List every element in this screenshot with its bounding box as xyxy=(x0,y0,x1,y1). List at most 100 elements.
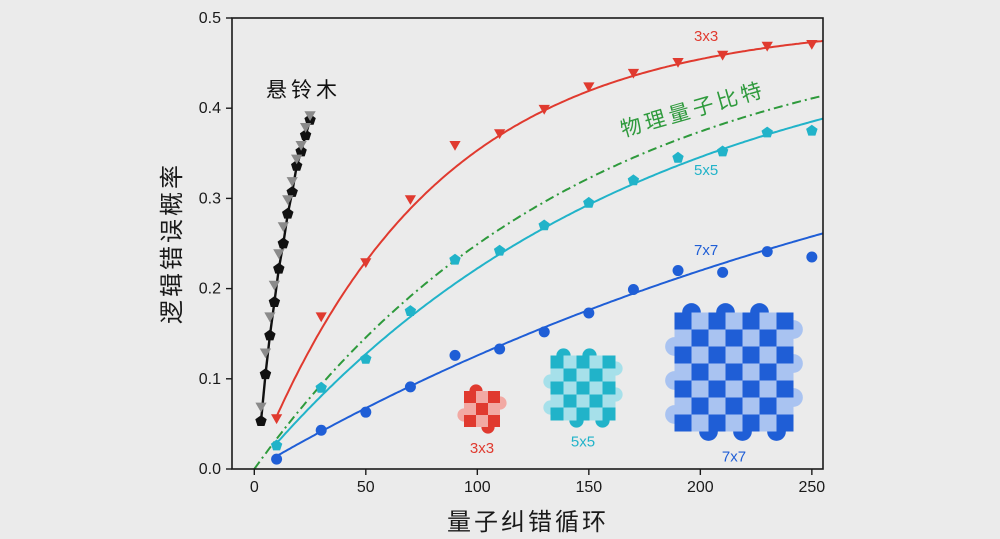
marker-s2-10 xyxy=(717,50,729,61)
inset-3x3: 3x3 xyxy=(457,384,507,457)
inset-5x5: 5x5 xyxy=(543,348,623,451)
marker-s4-1 xyxy=(315,424,327,436)
y-tick-label-5: 0.5 xyxy=(199,10,221,27)
inset-3x3-cell-1-1 xyxy=(476,403,488,415)
label-7x7: 7x7 xyxy=(694,242,718,259)
marker-s3-12 xyxy=(806,124,818,136)
inset-5x5-cell-0-1 xyxy=(563,355,577,369)
marker-s0-0 xyxy=(255,415,267,426)
inset-7x7-cell-6-4 xyxy=(742,414,760,432)
inset-7x7-cell-3-6 xyxy=(776,363,794,381)
marker-s4-12 xyxy=(806,251,818,263)
marker-s1-4 xyxy=(273,249,285,259)
x-tick-label-5: 250 xyxy=(798,479,825,496)
inset-3x3-cell-0-2 xyxy=(488,391,500,403)
marker-s4-6 xyxy=(538,326,550,338)
inset-7x7-cell-3-5 xyxy=(759,363,777,381)
marker-s1-3 xyxy=(268,280,280,291)
inset-7x7-cell-5-3 xyxy=(725,397,743,415)
x-tick-label-4: 200 xyxy=(687,479,714,496)
inset-7x7-cell-6-1 xyxy=(691,414,709,432)
inset-7x7-cell-2-6 xyxy=(776,346,794,364)
inset-5x5-cell-1-4 xyxy=(602,368,616,382)
marker-s3-3 xyxy=(404,305,417,316)
inset-7x7-cell-0-3 xyxy=(725,312,743,330)
inset-5x5-cell-2-1 xyxy=(563,381,577,395)
marker-s2-3 xyxy=(404,195,416,205)
inset-7x7-cell-0-2 xyxy=(708,312,726,330)
y-tick-label-1: 0.1 xyxy=(199,371,221,388)
inset-5x5-cell-2-2 xyxy=(576,381,590,395)
marker-s1-1 xyxy=(259,348,272,359)
inset-5x5-cell-2-3 xyxy=(589,381,603,395)
axes: 0 50 100 150 200 250 0.0 0.1 0.2 0.3 0.4 0.5 xyxy=(199,10,826,496)
marker-s3-4 xyxy=(449,253,461,265)
marker-s1-2 xyxy=(264,312,276,323)
inset-7x7-cell-4-5 xyxy=(759,380,777,398)
inset-5x5-cell-0-0 xyxy=(550,355,564,369)
inset-7x7-cell-2-0 xyxy=(674,346,692,364)
inset-7x7-cell-2-4 xyxy=(742,346,760,364)
marker-s2-6 xyxy=(538,104,550,115)
inset-5x5-cell-3-2 xyxy=(576,394,590,408)
inset-7x7-cell-4-0 xyxy=(674,380,692,398)
inset-5x5-cell-0-4 xyxy=(602,355,616,369)
inset-5x5-cell-4-2 xyxy=(576,407,590,421)
inset-label-7x7: 7x7 xyxy=(722,449,746,466)
marker-s4-3 xyxy=(404,381,416,393)
marker-s4-10 xyxy=(717,266,729,278)
marker-s0-4 xyxy=(273,262,285,274)
marker-s3-0 xyxy=(270,439,283,451)
inset-7x7-cell-0-6 xyxy=(776,312,794,330)
marker-s0-9 xyxy=(295,145,307,157)
inset-7x7-cell-3-4 xyxy=(742,363,760,381)
inset-7x7-cell-5-1 xyxy=(691,397,709,415)
marker-s1-7 xyxy=(286,177,298,187)
y-tick-label-4: 0.4 xyxy=(199,100,221,117)
y-tick-label-3: 0.3 xyxy=(199,190,221,207)
inset-5x5-cell-4-4 xyxy=(602,407,616,421)
inset-5x5-cell-1-0 xyxy=(550,368,564,382)
inset-7x7-cell-1-0 xyxy=(674,329,692,347)
inset-7x7-cell-1-4 xyxy=(742,329,760,347)
inset-3x3-cell-2-0 xyxy=(464,415,476,427)
label-3x3: 3x3 xyxy=(694,28,718,45)
inset-3x3-cell-0-0 xyxy=(464,391,476,403)
inset-3x3-cell-1-2 xyxy=(488,403,500,415)
marker-s3-11 xyxy=(761,126,773,138)
y-tick-label-0: 0.0 xyxy=(199,461,221,478)
x-tick-label-1: 50 xyxy=(357,479,375,496)
inset-5x5-cell-3-4 xyxy=(602,394,616,408)
inset-5x5-cell-3-3 xyxy=(589,394,603,408)
inset-7x7-cell-6-3 xyxy=(725,414,743,432)
marker-s4-11 xyxy=(761,246,773,258)
marker-s2-12 xyxy=(806,40,818,50)
marker-s4-0 xyxy=(271,453,283,465)
inset-7x7-cell-1-3 xyxy=(725,329,743,347)
inset-7x7-cell-0-5 xyxy=(759,312,777,330)
marker-s1-6 xyxy=(282,195,294,205)
inset-5x5-cell-2-0 xyxy=(550,381,564,395)
inset-7x7-cell-2-3 xyxy=(725,346,743,364)
label-5x5: 5x5 xyxy=(694,162,718,179)
inset-7x7-cell-0-1 xyxy=(691,312,709,330)
inset-7x7-cell-0-4 xyxy=(742,312,760,330)
inset-7x7-cell-3-1 xyxy=(691,363,709,381)
marker-s4-9 xyxy=(672,265,684,277)
inset-7x7-cell-4-4 xyxy=(742,380,760,398)
inset-5x5-cell-0-2 xyxy=(576,355,590,369)
y-tick-label-2: 0.2 xyxy=(199,281,221,298)
inset-5x5-cell-3-0 xyxy=(550,394,564,408)
inset-7x7-cell-2-1 xyxy=(691,346,709,364)
marker-s0-2 xyxy=(264,329,276,341)
inset-7x7-cell-1-2 xyxy=(708,329,726,347)
data-markers xyxy=(255,40,818,465)
marker-s3-5 xyxy=(493,244,506,256)
inset-7x7: 7x7 xyxy=(665,303,803,466)
marker-s0-8 xyxy=(291,159,303,171)
inset-7x7-cell-6-2 xyxy=(708,414,726,432)
inset-7x7-cell-5-4 xyxy=(742,397,760,415)
marker-s3-1 xyxy=(315,381,327,393)
